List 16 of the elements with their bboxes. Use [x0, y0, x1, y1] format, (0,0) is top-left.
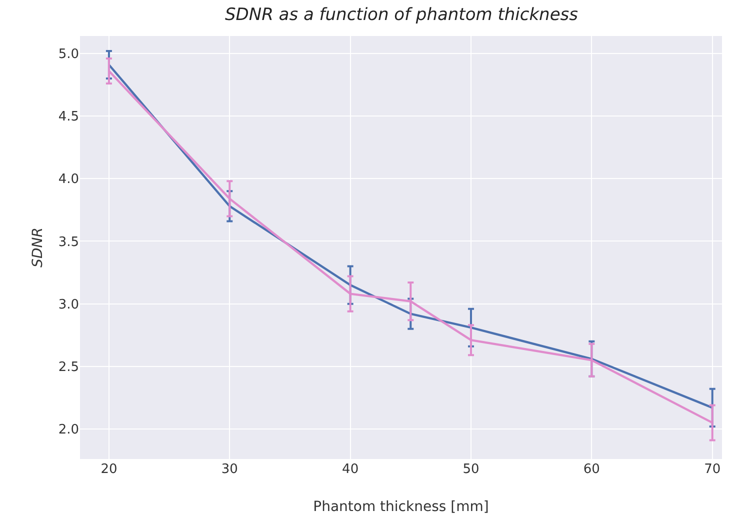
x-axis-title: Phantom thickness [mm]	[313, 499, 489, 515]
x-tick-label: 70	[704, 462, 721, 477]
y-tick-label: 2.5	[58, 360, 79, 375]
chart-title: SDNR as a function of phantom thickness	[224, 4, 578, 25]
x-tick-label: 20	[100, 462, 118, 477]
y-tick-label: 3.5	[58, 234, 79, 250]
y-tick-label: 3.0	[58, 297, 79, 312]
x-tick-label: 50	[462, 462, 480, 477]
y-axis-title: SDNR	[30, 228, 46, 268]
y-tick-label: 4.0	[58, 172, 79, 188]
y-tick-label: 5.0	[58, 47, 79, 62]
x-tick-label: 60	[583, 462, 600, 477]
y-tick-label: 2.0	[58, 422, 79, 438]
y-tick-label: 4.5	[58, 110, 79, 125]
x-tick-label: 40	[342, 462, 359, 477]
x-tick-label: 30	[221, 462, 238, 477]
